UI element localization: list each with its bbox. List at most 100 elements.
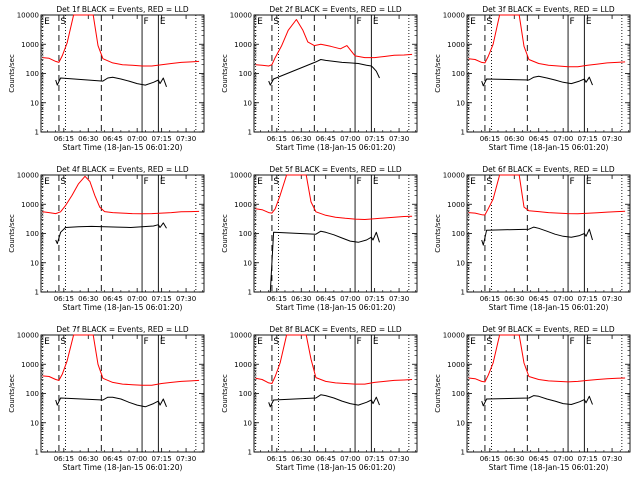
- x-tick-label: 06:15: [480, 455, 500, 463]
- detector-chart: 1 10 100 1000 10000 06:15 06:30 06:45 07:00 07:15…: [221, 5, 418, 152]
- y-tick-label: 100: [26, 70, 39, 78]
- x-tick-label: 07:15: [365, 295, 385, 303]
- event-marker-label: F: [570, 177, 575, 187]
- chart-title: Det 5f BLACK = Events, RED = LLD: [269, 165, 402, 174]
- y-tick-label: 1: [248, 289, 252, 297]
- y-tick-label: 10000: [17, 172, 39, 180]
- series-line-1: [55, 76, 167, 87]
- y-axis-label: Counts/sec: [8, 374, 16, 413]
- detector-panel: 1 10 100 1000 10000 06:15 06:30 06:45 07:00 07:15…: [426, 160, 639, 320]
- x-tick-label: 06:30: [504, 455, 524, 463]
- x-tick-label: 06:45: [103, 455, 123, 463]
- x-tick-label: 07:30: [389, 295, 409, 303]
- x-tick-label: 07:15: [578, 135, 598, 143]
- y-axis-label: Counts/sec: [8, 54, 16, 93]
- event-marker-label: S: [273, 177, 279, 187]
- series-line-0: [42, 175, 200, 215]
- x-tick-label: 06:30: [504, 295, 524, 303]
- x-tick-label: 06:15: [267, 295, 287, 303]
- series-line-1: [55, 396, 167, 408]
- x-tick-label: 07:15: [152, 455, 172, 463]
- y-tick-label: 1: [35, 129, 39, 137]
- y-tick-label: 1000: [21, 361, 39, 369]
- event-marker-label: E: [470, 177, 476, 187]
- detector-chart: 1 10 100 1000 10000 06:15 06:30 06:45 07:00 07:15…: [8, 325, 205, 472]
- detector-panel: 1 10 100 1000 10000 06:15 06:30 06:45 07:00 07:15…: [0, 160, 213, 320]
- event-marker-label: S: [486, 17, 492, 27]
- detector-panel: 1 10 100 1000 10000 06:15 06:30 06:45 07:00 07:15…: [0, 320, 213, 480]
- x-tick-label: 06:15: [267, 455, 287, 463]
- series-line-1: [55, 222, 167, 245]
- x-tick-label: 07:00: [553, 135, 573, 143]
- event-marker-label: E: [257, 337, 263, 347]
- x-tick-label: 06:15: [480, 295, 500, 303]
- x-tick-label: 06:45: [103, 135, 123, 143]
- x-tick-label: 06:30: [291, 455, 311, 463]
- y-tick-label: 10000: [17, 12, 39, 20]
- event-marker-label: F: [357, 17, 362, 27]
- event-marker-label: E: [160, 337, 166, 347]
- series-line-1: [481, 226, 593, 246]
- series-line-0: [255, 174, 413, 220]
- event-marker-label: E: [44, 177, 50, 187]
- x-tick-label: 07:30: [602, 135, 622, 143]
- x-tick-label: 07:00: [340, 455, 360, 463]
- x-tick-label: 06:15: [54, 135, 74, 143]
- x-axis-label: Start Time (18-Jan-15 06:01:20): [63, 303, 183, 312]
- x-tick-label: 06:30: [291, 295, 311, 303]
- y-tick-label: 10: [30, 99, 39, 107]
- x-axis-label: Start Time (18-Jan-15 06:01:20): [276, 463, 396, 472]
- event-marker-label: F: [144, 17, 149, 27]
- x-tick-label: 06:30: [291, 135, 311, 143]
- x-tick-label: 06:15: [54, 295, 74, 303]
- event-marker-label: E: [373, 337, 379, 347]
- event-marker-label: F: [570, 337, 575, 347]
- x-tick-label: 07:15: [152, 135, 172, 143]
- x-tick-label: 07:00: [127, 455, 147, 463]
- y-tick-label: 1: [248, 449, 252, 457]
- x-tick-label: 06:45: [316, 295, 336, 303]
- y-tick-label: 10: [456, 419, 465, 427]
- y-tick-label: 10000: [443, 332, 465, 340]
- detector-panel: 1 10 100 1000 10000 06:15 06:30 06:45 07:00 07:15…: [426, 0, 639, 160]
- event-marker-label: E: [44, 17, 50, 27]
- x-tick-label: 06:45: [529, 295, 549, 303]
- event-marker-label: F: [357, 177, 362, 187]
- x-tick-label: 07:00: [127, 295, 147, 303]
- detector-panel: 1 10 100 1000 10000 06:15 06:30 06:45 07:00 07:15…: [0, 0, 213, 160]
- detector-chart: 1 10 100 1000 10000 06:15 06:30 06:45 07:00 07:15…: [434, 325, 631, 472]
- y-tick-label: 1000: [234, 201, 252, 209]
- y-tick-label: 10000: [230, 332, 252, 340]
- y-tick-label: 10000: [230, 12, 252, 20]
- detector-panel: 1 10 100 1000 10000 06:15 06:30 06:45 07:00 07:15…: [213, 160, 426, 320]
- series-line-0: [468, 14, 626, 68]
- event-marker-label: S: [273, 337, 279, 347]
- y-tick-label: 100: [239, 70, 252, 78]
- y-tick-label: 10: [456, 259, 465, 267]
- series-line-1: [268, 394, 380, 408]
- series-line-1: [481, 75, 593, 87]
- event-marker-label: E: [470, 337, 476, 347]
- x-tick-label: 07:00: [553, 295, 573, 303]
- x-tick-label: 07:30: [602, 455, 622, 463]
- event-marker-label: E: [373, 17, 379, 27]
- x-tick-label: 07:30: [176, 295, 196, 303]
- y-axis-label: Counts/sec: [434, 54, 442, 93]
- event-marker-label: S: [60, 337, 66, 347]
- chart-title: Det 1f BLACK = Events, RED = LLD: [56, 5, 189, 14]
- series-line-0: [42, 334, 200, 386]
- x-tick-label: 06:30: [78, 455, 98, 463]
- y-tick-label: 100: [452, 230, 465, 238]
- x-axis-label: Start Time (18-Jan-15 06:01:20): [489, 463, 609, 472]
- y-tick-label: 1: [35, 449, 39, 457]
- x-tick-label: 07:30: [176, 455, 196, 463]
- x-axis-label: Start Time (18-Jan-15 06:01:20): [489, 143, 609, 152]
- x-tick-label: 06:45: [529, 455, 549, 463]
- detector-chart: 1 10 100 1000 10000 06:15 06:30 06:45 07:00 07:15…: [434, 5, 631, 152]
- y-axis-label: Counts/sec: [434, 214, 442, 253]
- event-marker-label: F: [570, 17, 575, 27]
- series-line-0: [468, 334, 626, 383]
- x-axis-label: Start Time (18-Jan-15 06:01:20): [276, 143, 396, 152]
- detector-panel: 1 10 100 1000 10000 06:15 06:30 06:45 07:00 07:15…: [213, 0, 426, 160]
